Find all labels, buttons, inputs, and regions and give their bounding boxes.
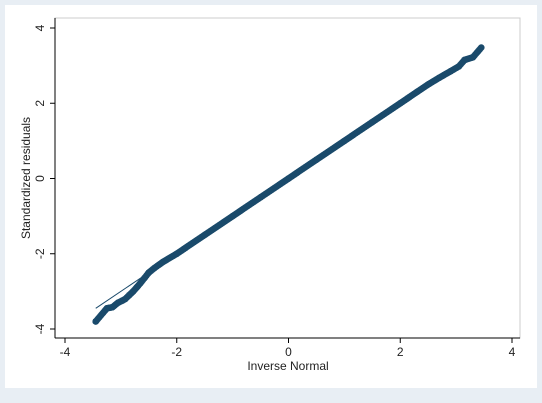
y-axis-title: Standardized residuals (19, 117, 33, 239)
data-point (396, 99, 404, 107)
data-point (159, 258, 167, 266)
data-point (436, 74, 443, 81)
x-tick-label: 0 (285, 345, 292, 359)
data-point (413, 88, 421, 96)
data-point (201, 231, 208, 239)
data-point (103, 305, 111, 312)
data-point (229, 212, 236, 220)
data-point (173, 250, 181, 258)
data-points (92, 44, 485, 325)
data-point (469, 54, 477, 61)
data-point (341, 137, 348, 145)
y-tick-label: 4 (33, 24, 47, 31)
y-tick-label: -4 (33, 323, 47, 334)
y-axis-ticks: -4 -2 0 2 4 (33, 24, 55, 334)
x-axis-ticks: -4 -2 0 2 4 (60, 338, 516, 359)
data-point (109, 303, 116, 311)
data-point (151, 264, 158, 272)
data-point (369, 118, 376, 126)
x-tick-label: 2 (397, 345, 404, 359)
data-point (424, 81, 432, 88)
data-point (145, 269, 153, 276)
data-point (477, 44, 485, 51)
data-point (313, 156, 320, 163)
y-tick-label: 0 (33, 175, 47, 182)
x-axis-title: Inverse Normal (247, 359, 328, 373)
data-point (461, 56, 468, 64)
data-point (133, 284, 140, 291)
data-point (447, 67, 454, 75)
data-point (92, 318, 100, 325)
data-point (257, 194, 264, 201)
x-tick-label: -4 (60, 345, 71, 359)
data-point (141, 274, 148, 282)
x-tick-label: 4 (509, 345, 516, 359)
data-point (137, 279, 144, 287)
data-point (285, 175, 292, 182)
y-tick-label: 2 (33, 100, 47, 107)
y-tick-label: -2 (33, 248, 47, 259)
data-point (455, 63, 463, 70)
x-tick-label: -2 (171, 345, 182, 359)
